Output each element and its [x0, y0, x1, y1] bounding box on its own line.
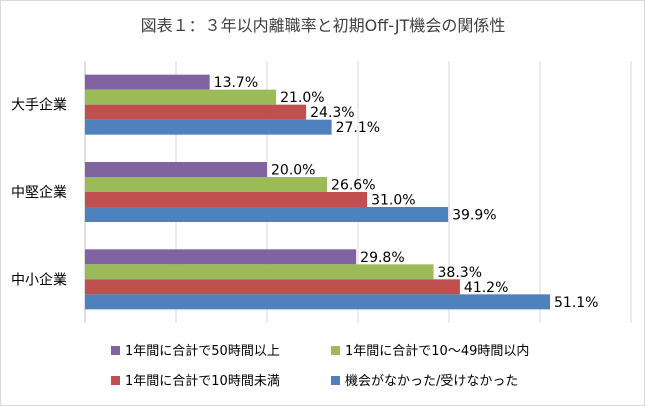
data-label: 39.9%: [452, 208, 496, 224]
legend-swatch: [111, 376, 120, 385]
data-label: 31.0%: [371, 193, 415, 209]
category-label: 中堅企業: [11, 184, 67, 201]
bar: [85, 177, 328, 192]
bar: [85, 294, 551, 310]
category-label: 中小企業: [11, 271, 67, 288]
bar: [85, 192, 368, 207]
bar: [85, 279, 460, 295]
bar: [85, 207, 449, 222]
bar: [85, 104, 307, 120]
legend-label: 1年間に合計で10～49時間以内: [345, 343, 529, 359]
legend-label: 1年間に合計で50時間以上: [125, 343, 280, 359]
bar: [85, 249, 357, 265]
bars: [85, 74, 551, 310]
data-label: 20.0%: [271, 163, 315, 179]
legend-label: 機会がなかった/受けなかった: [345, 374, 518, 389]
data-label: 41.2%: [464, 280, 508, 296]
bar: [85, 74, 210, 90]
legend: 1年間に合計で50時間以上 1年間に合計で10～49時間以内 1年間に合計で10時間…: [111, 343, 529, 389]
data-label: 13.7%: [214, 75, 258, 91]
data-label: 51.1%: [554, 295, 598, 311]
data-label: 24.3%: [310, 105, 354, 121]
category-label: 大手企業: [11, 97, 67, 114]
legend-swatch: [331, 376, 340, 385]
legend-swatch: [331, 346, 340, 355]
bar: [85, 119, 332, 135]
bar: [85, 264, 434, 280]
data-label: 26.6%: [331, 178, 375, 194]
data-labels: 13.7% 21.0%24.3%27.1% 20.0% 26.6%31.0% 39.9%…: [214, 75, 599, 311]
data-label: 38.3%: [438, 265, 482, 281]
legend-label: 1年間に合計で10時間未満: [125, 373, 280, 389]
legend-swatch: [111, 346, 120, 355]
bar: [85, 89, 277, 105]
data-label: 21.0%: [280, 90, 324, 106]
chart-title: 図表１：３年以内離職率と初期Off-JT機会の関係性: [141, 16, 506, 35]
data-label: 29.8%: [360, 250, 404, 266]
data-label: 27.1%: [336, 120, 380, 136]
bar: [85, 162, 267, 177]
